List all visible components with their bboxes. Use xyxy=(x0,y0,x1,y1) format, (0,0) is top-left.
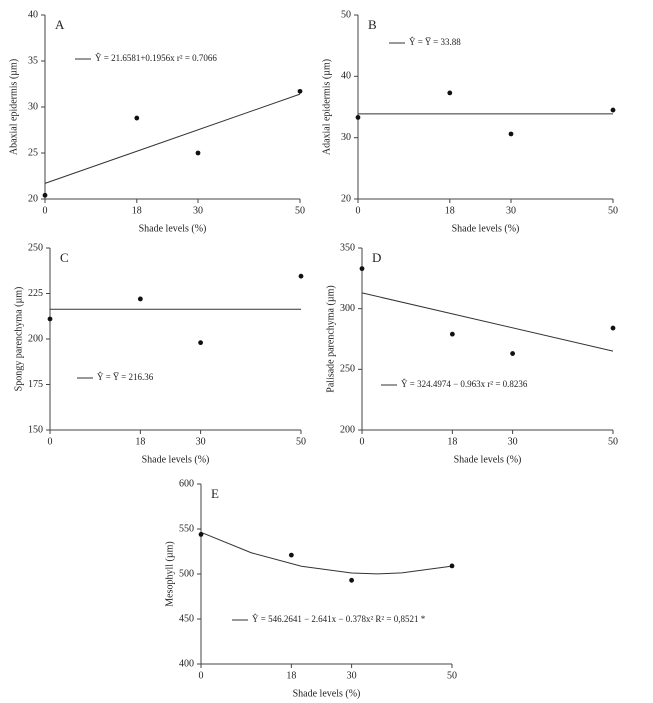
y-tick-label: 25 xyxy=(28,147,38,158)
y-axis-title: Mesophyll (µm) xyxy=(164,541,175,606)
x-tick-label: 30 xyxy=(193,205,203,216)
data-point xyxy=(137,296,143,302)
x-axis-title: Shade levels (%) xyxy=(293,688,361,699)
x-axis-title: Shade levels (%) xyxy=(142,454,210,465)
data-point xyxy=(510,351,515,356)
y-tick-label: 40 xyxy=(341,71,351,82)
x-tick-label: 0 xyxy=(356,205,361,216)
y-tick-label: 250 xyxy=(28,242,43,253)
y-tick-label: 40 xyxy=(28,9,38,20)
data-point xyxy=(198,532,204,537)
y-tick-label: 20 xyxy=(341,193,351,204)
fit-line xyxy=(361,292,614,352)
x-tick-label: 0 xyxy=(43,205,48,216)
y-tick-label: 225 xyxy=(28,288,43,299)
y-tick-label: 20 xyxy=(28,193,38,204)
data-point xyxy=(449,331,455,337)
data-point xyxy=(134,115,140,121)
y-tick-label: 150 xyxy=(28,424,43,435)
data-point xyxy=(195,150,201,156)
fit-equation: Ŷ = 324.4974 − 0.963x r² = 0.8236 xyxy=(401,379,528,389)
fit-equation: Ŷ = Y̅ = 216.36 xyxy=(97,372,154,382)
y-tick-label: 250 xyxy=(340,364,355,375)
y-tick-label: 200 xyxy=(340,424,355,435)
y-tick-label: 500 xyxy=(179,568,194,579)
x-tick-label: 18 xyxy=(447,436,457,447)
x-tick-label: 0 xyxy=(199,670,204,681)
data-point xyxy=(355,115,361,120)
x-tick-label: 50 xyxy=(608,436,618,447)
x-tick-label: 30 xyxy=(508,436,518,447)
data-point xyxy=(198,340,204,346)
panel-label: D xyxy=(372,250,381,265)
fit-line xyxy=(44,93,301,184)
x-tick-label: 30 xyxy=(506,205,516,216)
y-tick-label: 175 xyxy=(28,379,43,390)
panel-label: E xyxy=(211,486,219,501)
panel-label: B xyxy=(368,17,377,32)
y-tick-label: 30 xyxy=(28,101,38,112)
x-tick-label: 18 xyxy=(445,205,455,216)
y-tick-label: 35 xyxy=(28,55,38,66)
x-tick-label: 18 xyxy=(135,436,145,447)
data-point xyxy=(359,266,365,272)
data-point xyxy=(449,563,455,569)
fit-line xyxy=(200,531,453,575)
x-tick-label: 50 xyxy=(447,670,457,681)
y-tick-label: 600 xyxy=(179,478,194,489)
data-point xyxy=(349,577,354,583)
fit-equation: Ŷ = 546.2641 − 2.641x − 0.378x² R² = 0,8… xyxy=(252,614,426,624)
x-tick-label: 50 xyxy=(296,436,306,447)
x-tick-label: 30 xyxy=(196,436,206,447)
y-tick-label: 450 xyxy=(179,613,194,624)
y-tick-label: 50 xyxy=(341,9,351,20)
y-axis-title: Adaxial epidermis (µm) xyxy=(321,59,332,155)
panel-label: C xyxy=(60,250,69,265)
x-tick-label: 30 xyxy=(347,670,357,681)
x-axis-title: Shade levels (%) xyxy=(452,223,520,234)
data-point xyxy=(297,88,303,94)
y-tick-label: 400 xyxy=(179,658,194,669)
x-tick-label: 0 xyxy=(360,436,365,447)
data-point xyxy=(447,90,453,96)
x-tick-label: 18 xyxy=(132,205,142,216)
x-axis-title: Shade levels (%) xyxy=(139,223,207,234)
y-axis-title: Spongy parenchyma (µm) xyxy=(13,287,24,392)
fit-equation: Ŷ = 21.6581+0.1956x r² = 0.7066 xyxy=(95,53,217,63)
data-point xyxy=(288,552,294,558)
x-tick-label: 18 xyxy=(286,670,296,681)
y-tick-label: 300 xyxy=(340,303,355,314)
data-point xyxy=(610,107,616,113)
data-point xyxy=(298,273,304,279)
x-tick-label: 0 xyxy=(48,436,53,447)
data-point xyxy=(508,131,514,137)
y-axis-title: Abaxial epidermis (µm) xyxy=(8,59,19,155)
data-point xyxy=(42,192,48,198)
data-point xyxy=(47,316,53,322)
x-tick-label: 50 xyxy=(608,205,618,216)
y-tick-label: 550 xyxy=(179,523,194,534)
y-tick-label: 350 xyxy=(340,242,355,253)
y-axis-title: Palisade parenchyma (µm) xyxy=(325,285,336,392)
panel-label: A xyxy=(55,17,65,32)
x-tick-label: 50 xyxy=(295,205,305,216)
data-point xyxy=(610,325,616,331)
x-axis-title: Shade levels (%) xyxy=(454,454,522,465)
y-tick-label: 200 xyxy=(28,333,43,344)
y-tick-label: 30 xyxy=(341,132,351,143)
fit-equation: Ŷ = Y̅ = 33.88 xyxy=(409,37,461,47)
